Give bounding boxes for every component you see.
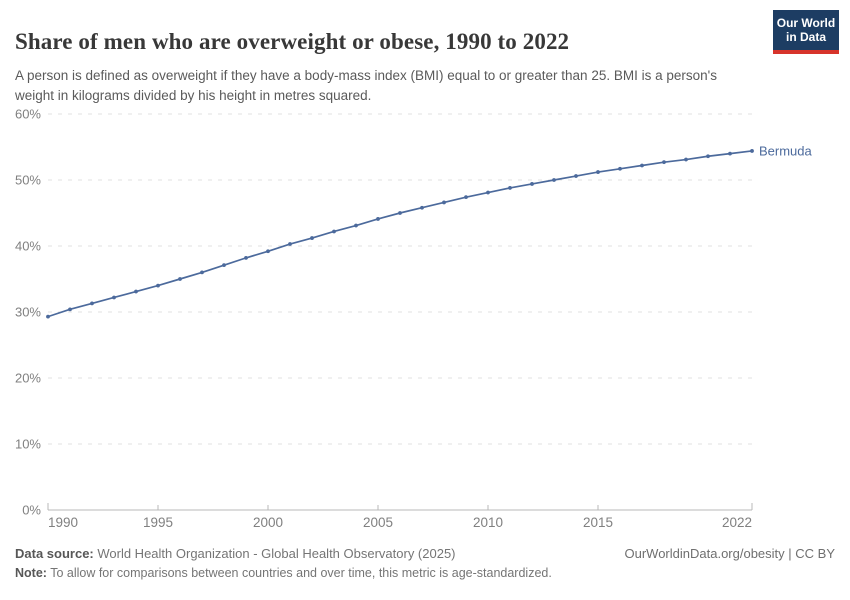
y-tick-label-40: 40% xyxy=(15,239,41,254)
chart-subtitle: A person is defined as overweight if the… xyxy=(15,67,717,103)
data-point-2000[interactable] xyxy=(266,249,270,254)
y-tick-label-10: 10% xyxy=(15,437,41,452)
data-point-2006[interactable] xyxy=(398,211,402,215)
data-point-2003[interactable] xyxy=(332,229,336,234)
x-tick-label-2022: 2022 xyxy=(722,515,752,530)
data-point-2016[interactable] xyxy=(618,166,622,171)
data-point-2002[interactable] xyxy=(310,236,314,240)
data-point-2001[interactable] xyxy=(288,242,292,246)
series-end-label[interactable]: Bermuda xyxy=(759,143,813,158)
series-line-bermuda xyxy=(47,150,753,318)
x-tick-label-2005: 2005 xyxy=(363,515,393,530)
owid-logo-text-line2: in Data xyxy=(785,30,826,45)
owid-logo-text-line1: Our World xyxy=(776,16,836,30)
x-tick-label-1995: 1995 xyxy=(143,515,173,530)
data-point-2022[interactable] xyxy=(750,149,754,153)
data-point-2011[interactable] xyxy=(508,186,512,190)
data-source-value: World Health Organization - Global Healt… xyxy=(93,546,456,561)
data-point-2012[interactable] xyxy=(530,182,534,186)
data-point-2019[interactable] xyxy=(684,157,688,162)
y-tick-label-30: 30% xyxy=(15,305,41,320)
footer-source-row: Data source: World Health Organization -… xyxy=(0,546,850,561)
data-point-2004[interactable] xyxy=(354,223,358,228)
data-source-text: Data source: World Health Organization -… xyxy=(15,546,456,561)
data-point-2020[interactable] xyxy=(706,154,710,159)
data-point-2015[interactable] xyxy=(596,170,600,174)
y-tick-label-0: 0% xyxy=(22,503,41,518)
data-point-1994[interactable] xyxy=(134,289,138,294)
data-point-2007[interactable] xyxy=(420,205,424,210)
data-point-1991[interactable] xyxy=(68,307,72,312)
footer-note-row: Note: To allow for comparisons between c… xyxy=(15,566,795,580)
line-chart-svg[interactable]: 0% 10% 20% 30% 40% 50% 60% 1990 1995 2000 2005 2010… xyxy=(0,95,850,560)
y-tick-label-50: 50% xyxy=(15,173,41,188)
chart-area[interactable]: 0% 10% 20% 30% 40% 50% 60% 1990 1995 2000 2005 2010… xyxy=(0,95,850,560)
data-point-2005[interactable] xyxy=(376,217,380,221)
data-point-2017[interactable] xyxy=(640,163,644,168)
page-title: Share of men who are overweight or obese… xyxy=(15,29,570,55)
data-point-1990[interactable] xyxy=(46,314,50,319)
data-point-2010[interactable] xyxy=(486,190,490,195)
data-point-1999[interactable] xyxy=(244,255,248,260)
x-tick-label-2000: 2000 xyxy=(253,515,283,530)
owid-logo[interactable]: Our World in Data xyxy=(773,10,839,54)
x-tick-label-1990: 1990 xyxy=(48,515,78,530)
data-point-2021[interactable] xyxy=(728,151,732,156)
note-label: Note: xyxy=(15,566,47,580)
note-value: To allow for comparisons between countri… xyxy=(46,566,552,580)
y-tick-label-60: 60% xyxy=(15,107,41,122)
data-point-1995[interactable] xyxy=(156,283,160,288)
data-point-2009[interactable] xyxy=(464,195,468,200)
x-tick-label-2010: 2010 xyxy=(473,515,503,530)
data-point-1993[interactable] xyxy=(112,295,116,300)
data-point-2018[interactable] xyxy=(662,160,666,165)
data-point-1992[interactable] xyxy=(90,301,94,306)
y-tick-label-20: 20% xyxy=(15,371,41,386)
license-link[interactable]: OurWorldinData.org/obesity | CC BY xyxy=(624,546,836,561)
data-point-2008[interactable] xyxy=(442,200,446,205)
data-source-label: Data source: xyxy=(15,546,94,561)
data-point-1997[interactable] xyxy=(200,270,204,275)
data-point-1998[interactable] xyxy=(222,263,226,268)
data-point-2014[interactable] xyxy=(574,174,578,178)
x-tick-label-2015: 2015 xyxy=(583,515,613,530)
data-point-2013[interactable] xyxy=(552,178,556,182)
data-point-1996[interactable] xyxy=(178,277,182,281)
